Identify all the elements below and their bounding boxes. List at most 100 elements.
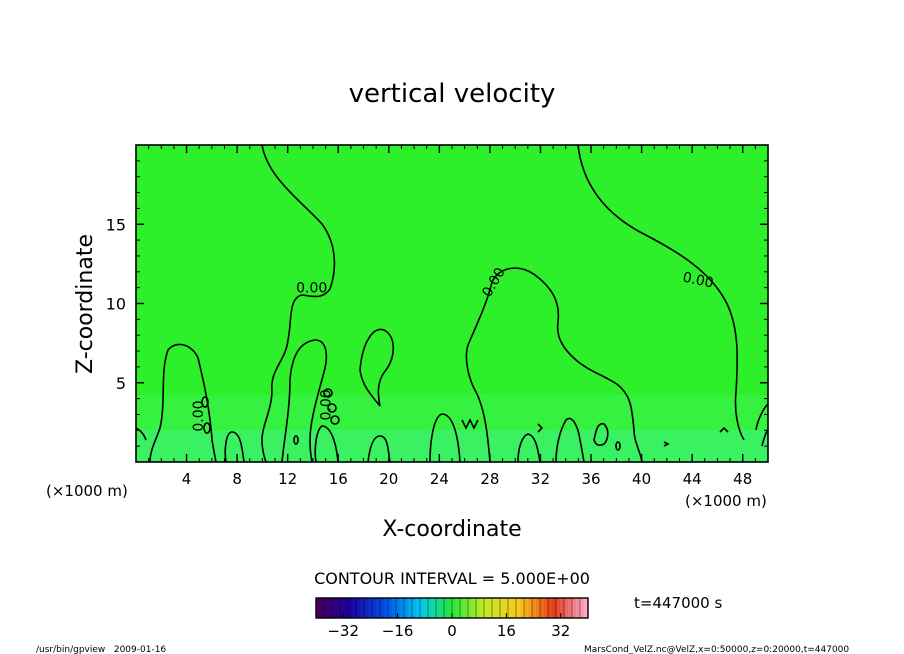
colorbar-cell bbox=[432, 598, 437, 618]
colorbar-cell bbox=[372, 598, 377, 618]
colorbar-cell bbox=[472, 598, 477, 618]
colorbar-cell bbox=[500, 598, 505, 618]
colorbar-cell bbox=[364, 598, 369, 618]
colorbar-cell bbox=[504, 598, 509, 618]
colorbar-cell bbox=[544, 598, 549, 618]
x-tick-label: 20 bbox=[379, 470, 398, 488]
colorbar-cell bbox=[408, 598, 413, 618]
plot-area bbox=[136, 145, 768, 462]
colorbar-tick-label: 32 bbox=[551, 622, 570, 640]
colorbar-cell bbox=[412, 598, 417, 618]
colorbar-cell bbox=[424, 598, 429, 618]
colorbar-cell bbox=[336, 598, 341, 618]
colorbar-cell bbox=[552, 598, 557, 618]
contour-line bbox=[615, 441, 621, 451]
colorbar-tick-label: −16 bbox=[382, 622, 414, 640]
x-tick-label: 12 bbox=[278, 470, 297, 488]
colorbar-cell bbox=[560, 598, 565, 618]
colorbar-cell bbox=[484, 598, 489, 618]
footer-left: /usr/bin/gpview 2009-01-16 bbox=[36, 645, 166, 654]
contour-label: 0.00 bbox=[296, 280, 327, 296]
colorbar-cell bbox=[496, 598, 501, 618]
y-axis: 5 10 15 bbox=[106, 160, 768, 447]
colorbar-cell bbox=[476, 598, 481, 618]
colorbar-cell bbox=[568, 598, 573, 618]
colorbar-cell bbox=[536, 598, 541, 618]
x-axis-label: X-coordinate bbox=[382, 517, 521, 542]
contour-line bbox=[314, 425, 339, 462]
y-tick-label: 15 bbox=[106, 215, 126, 234]
x-tick-label: 24 bbox=[430, 470, 449, 488]
colorbar-cell bbox=[444, 598, 449, 618]
colorbar-cell bbox=[564, 598, 569, 618]
colorbar-cell bbox=[376, 598, 381, 618]
contour-line bbox=[327, 403, 337, 413]
colorbar-cell bbox=[328, 598, 333, 618]
x-tick-label: 8 bbox=[232, 470, 242, 488]
colorbar-cell bbox=[360, 598, 365, 618]
y-tick-label: 5 bbox=[116, 374, 126, 393]
colorbar-tick-label: −32 bbox=[327, 622, 359, 640]
contour-line bbox=[281, 339, 328, 462]
colorbar-cell bbox=[456, 598, 461, 618]
contour-line bbox=[593, 422, 609, 446]
colorbar-cell bbox=[356, 598, 361, 618]
colorbar-cell bbox=[320, 598, 325, 618]
colorbar-cell bbox=[580, 598, 585, 618]
colorbar-cell bbox=[540, 598, 545, 618]
x-tick-label: 16 bbox=[329, 470, 348, 488]
contour-line bbox=[149, 343, 217, 462]
colorbar-cell bbox=[460, 598, 465, 618]
colorbar-cell bbox=[572, 598, 577, 618]
contour-line bbox=[577, 145, 745, 441]
colorbar-cell bbox=[452, 598, 457, 618]
colorbar-cell bbox=[368, 598, 373, 618]
contour-line bbox=[663, 441, 670, 447]
time-label: t=447000 s bbox=[634, 594, 722, 612]
colorbar-cell bbox=[344, 598, 349, 618]
x-tick-label: 48 bbox=[733, 470, 752, 488]
contour-label: 0.00 bbox=[319, 389, 335, 420]
colorbar-cell bbox=[480, 598, 485, 618]
contour-line bbox=[537, 423, 544, 433]
contour-line bbox=[461, 418, 479, 430]
contour-line bbox=[429, 413, 461, 462]
contour-line bbox=[367, 435, 391, 462]
colorbar-cell bbox=[468, 598, 473, 618]
colorbar-cell bbox=[464, 598, 469, 618]
x-unit-right: (×1000 m) bbox=[685, 492, 767, 510]
colorbar-cell bbox=[576, 598, 581, 618]
colorbar-cell bbox=[440, 598, 445, 618]
colorbar-cell bbox=[532, 598, 537, 618]
x-tick-label: 40 bbox=[632, 470, 651, 488]
colorbar-cell bbox=[556, 598, 561, 618]
colorbar bbox=[315, 597, 589, 619]
colorbar-cell bbox=[528, 598, 533, 618]
colorbar-cell bbox=[448, 598, 453, 618]
contour-label: 0.00 bbox=[191, 400, 207, 431]
chart-title: vertical velocity bbox=[349, 79, 556, 109]
colorbar-cell bbox=[340, 598, 345, 618]
x-tick-label: 28 bbox=[480, 470, 499, 488]
contour-line bbox=[719, 426, 729, 433]
contour-labels: 0.00 0.00 0.000.00 0.00 bbox=[191, 265, 715, 432]
x-tick-label: 36 bbox=[581, 470, 600, 488]
contour-line bbox=[323, 388, 333, 398]
colorbar-cell bbox=[416, 598, 421, 618]
x-tick-label: 44 bbox=[683, 470, 702, 488]
colorbar-cell bbox=[488, 598, 493, 618]
colorbar-tick-label: 0 bbox=[447, 622, 457, 640]
contour-line bbox=[293, 435, 299, 445]
colorbar-cell bbox=[428, 598, 433, 618]
x-tick-label: 32 bbox=[531, 470, 550, 488]
colorbar-cell bbox=[492, 598, 497, 618]
colorbar-cell bbox=[524, 598, 529, 618]
contour-line bbox=[359, 328, 395, 407]
colorbar-cell bbox=[396, 598, 401, 618]
colorbar-cell bbox=[332, 598, 337, 618]
colorbar-cell bbox=[436, 598, 441, 618]
colorbar-cell bbox=[548, 598, 553, 618]
colorbar-cell bbox=[516, 598, 521, 618]
footer-right: MarsCond_VelZ.nc@VelZ,x=0:50000,z=0:2000… bbox=[584, 645, 849, 654]
y-axis-label: Z-coordinate bbox=[73, 234, 98, 374]
